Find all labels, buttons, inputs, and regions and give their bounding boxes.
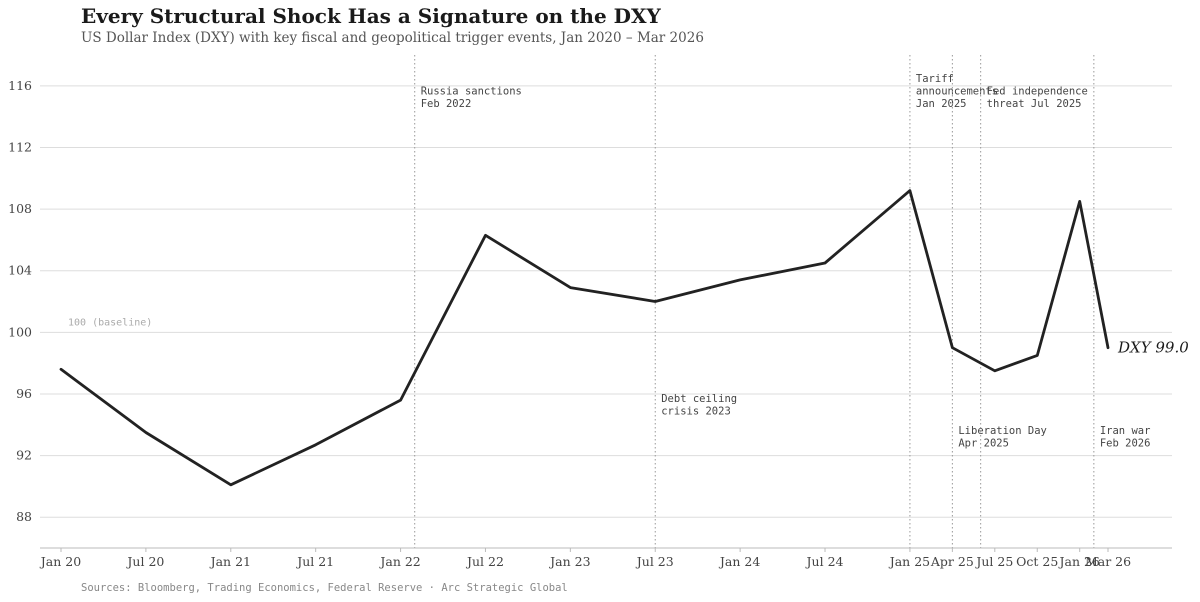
event-annotation: Russia sanctions	[421, 86, 522, 98]
y-tick-label: 88	[16, 509, 32, 524]
x-tick-label: Jul 20	[125, 554, 164, 569]
x-tick-label: Jan 26	[1057, 554, 1099, 569]
event-annotation: Liberation Day	[958, 425, 1047, 437]
x-tick-label: Jul 24	[805, 554, 844, 569]
x-tick-label: Jan 23	[548, 554, 590, 569]
event-annotation: Fed independence	[987, 86, 1088, 98]
x-tick-label: Mar 26	[1085, 554, 1131, 569]
event-annotation: crisis 2023	[661, 406, 731, 418]
x-tick-label: Oct 25	[1016, 554, 1058, 569]
event-annotation: announcements	[916, 86, 998, 98]
x-tick-label: Jan 24	[718, 554, 760, 569]
event-annotation: Tariff	[916, 73, 954, 85]
series-layer: DXY 99.0	[59, 189, 1189, 487]
y-tick-label: 100	[8, 324, 32, 339]
event-annotation: threat Jul 2025	[987, 98, 1082, 110]
y-tick-label: 96	[16, 386, 32, 401]
event-annotation: Debt ceiling	[661, 393, 737, 405]
x-tick-label: Jan 20	[39, 554, 81, 569]
axes: 88 92 96 100 104 108 112 116 Jan 20 Jul 20 Jan 21 J…	[8, 78, 1172, 569]
event-annotation: Jan 2025	[916, 98, 967, 110]
event-annotation: Iran war	[1100, 425, 1151, 437]
x-tick-label: Jul 22	[465, 554, 504, 569]
chart-title: Every Structural Shock Has a Signature o…	[81, 4, 661, 28]
x-tick-label: Jul 21	[295, 554, 334, 569]
y-tick-label: 112	[8, 139, 32, 154]
event-annotation: Feb 2022	[421, 98, 472, 110]
event-annotation: Apr 2025	[958, 438, 1009, 450]
x-tick-label: Jul 25	[974, 554, 1013, 569]
x-tick-label: Jul 23	[635, 554, 674, 569]
x-tick-label: Jan 22	[378, 554, 420, 569]
y-tick-label: 92	[16, 448, 32, 463]
x-tick-label: Jan 25	[888, 554, 930, 569]
gridlines	[40, 85, 1172, 518]
dxy-series-line	[59, 189, 1110, 487]
x-tick-label: Jan 21	[209, 554, 251, 569]
end-value-label: DXY 99.0	[1117, 339, 1189, 357]
y-tick-label: 108	[8, 201, 32, 216]
y-tick-label: 116	[8, 78, 32, 93]
baseline-label: 100 (baseline)	[68, 317, 152, 328]
y-tick-label: 104	[8, 263, 32, 278]
source-note: Sources: Bloomberg, Trading Economics, F…	[81, 582, 568, 594]
event-annotation: Feb 2026	[1100, 438, 1151, 450]
chart-subtitle: US Dollar Index (DXY) with key fiscal an…	[81, 30, 704, 46]
x-tick-label: Apr 25	[930, 554, 974, 569]
